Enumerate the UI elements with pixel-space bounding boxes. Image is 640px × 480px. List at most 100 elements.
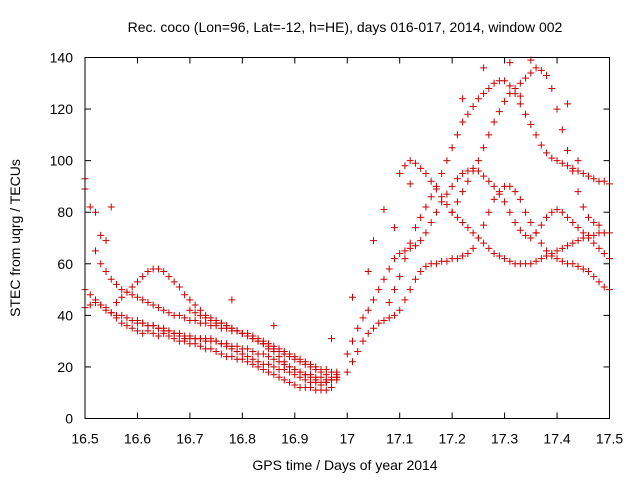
data-point <box>364 329 372 337</box>
data-point <box>522 74 530 82</box>
data-point <box>396 170 404 178</box>
data-point <box>291 371 299 379</box>
data-point <box>480 90 488 98</box>
data-point <box>506 90 514 98</box>
data-point <box>348 337 356 345</box>
data-point <box>480 221 488 229</box>
data-point <box>590 231 598 239</box>
data-point <box>254 337 262 345</box>
data-point <box>175 283 183 291</box>
data-point <box>364 268 372 276</box>
data-point <box>280 376 288 384</box>
data-point <box>249 335 257 343</box>
data-point <box>86 291 94 299</box>
data-point <box>474 234 482 242</box>
data-point <box>469 229 477 237</box>
series-sat-l <box>228 56 582 343</box>
data-point <box>265 360 273 368</box>
data-point <box>532 257 540 265</box>
data-point <box>328 384 336 392</box>
data-point <box>133 278 141 286</box>
data-point <box>133 317 141 325</box>
data-point <box>207 317 215 325</box>
data-point <box>123 314 131 322</box>
data-point <box>495 190 503 198</box>
data-point <box>553 206 561 214</box>
data-point <box>286 353 294 361</box>
data-point <box>522 231 530 239</box>
data-point <box>480 239 488 247</box>
data-point <box>181 291 189 299</box>
data-point <box>427 177 435 185</box>
data-point <box>506 208 514 216</box>
data-point <box>506 182 514 190</box>
data-point <box>532 229 540 237</box>
data-point <box>548 249 556 257</box>
data-point <box>537 255 545 263</box>
data-point <box>411 242 419 250</box>
data-point <box>249 347 257 355</box>
data-point <box>459 118 467 126</box>
data-point <box>390 311 398 319</box>
data-point <box>443 257 451 265</box>
data-point <box>280 366 288 374</box>
data-point <box>453 198 461 206</box>
data-point <box>181 314 189 322</box>
data-point <box>411 224 419 232</box>
x-tick-label: 16.5 <box>71 431 98 447</box>
y-tick-label: 140 <box>50 50 74 66</box>
data-point <box>244 332 252 340</box>
data-point <box>317 381 325 389</box>
data-point <box>369 296 377 304</box>
data-point <box>422 229 430 237</box>
data-point <box>585 213 593 221</box>
data-point <box>296 373 304 381</box>
data-point <box>160 268 168 276</box>
data-point <box>139 273 147 281</box>
data-point <box>286 368 294 376</box>
data-point <box>537 141 545 149</box>
data-point <box>396 249 404 257</box>
data-point <box>443 190 451 198</box>
data-point <box>485 84 493 92</box>
data-point <box>516 100 524 108</box>
data-point <box>495 108 503 116</box>
data-point <box>516 226 524 234</box>
data-point <box>522 110 530 118</box>
data-point <box>128 291 136 299</box>
data-point <box>474 157 482 165</box>
y-tick-label: 20 <box>57 359 73 375</box>
data-point <box>501 255 509 263</box>
data-point <box>543 72 551 80</box>
data-point <box>301 360 309 368</box>
data-point <box>244 353 252 361</box>
data-point <box>595 244 603 252</box>
data-point <box>112 280 120 288</box>
data-point <box>485 177 493 185</box>
data-point <box>511 219 519 227</box>
y-tick-label: 40 <box>57 307 73 323</box>
data-point <box>600 177 608 185</box>
data-point <box>228 353 236 361</box>
data-point <box>511 188 519 196</box>
data-point <box>490 195 498 203</box>
data-point <box>322 378 330 386</box>
data-point <box>380 275 388 283</box>
data-point <box>375 319 383 327</box>
data-point <box>506 59 514 67</box>
data-point <box>406 157 414 165</box>
data-point <box>296 358 304 366</box>
data-point <box>160 324 168 332</box>
data-point <box>411 275 419 283</box>
y-tick-label: 60 <box>57 256 73 272</box>
data-point <box>569 167 577 175</box>
series-sat-e <box>133 317 341 389</box>
data-point <box>191 309 199 317</box>
data-point <box>527 234 535 242</box>
data-point <box>354 324 362 332</box>
axes: 16.5 16.6 16.7 16.8 16.9 17 17.1 17.2 17.3 17.4 17… <box>50 50 624 447</box>
data-point <box>86 203 94 211</box>
data-point <box>107 309 115 317</box>
plot-marks <box>81 56 613 394</box>
data-point <box>485 208 493 216</box>
